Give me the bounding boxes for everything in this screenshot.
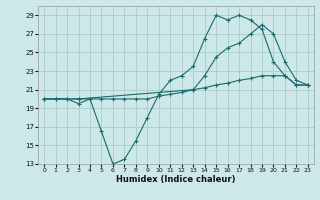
X-axis label: Humidex (Indice chaleur): Humidex (Indice chaleur) bbox=[116, 175, 236, 184]
